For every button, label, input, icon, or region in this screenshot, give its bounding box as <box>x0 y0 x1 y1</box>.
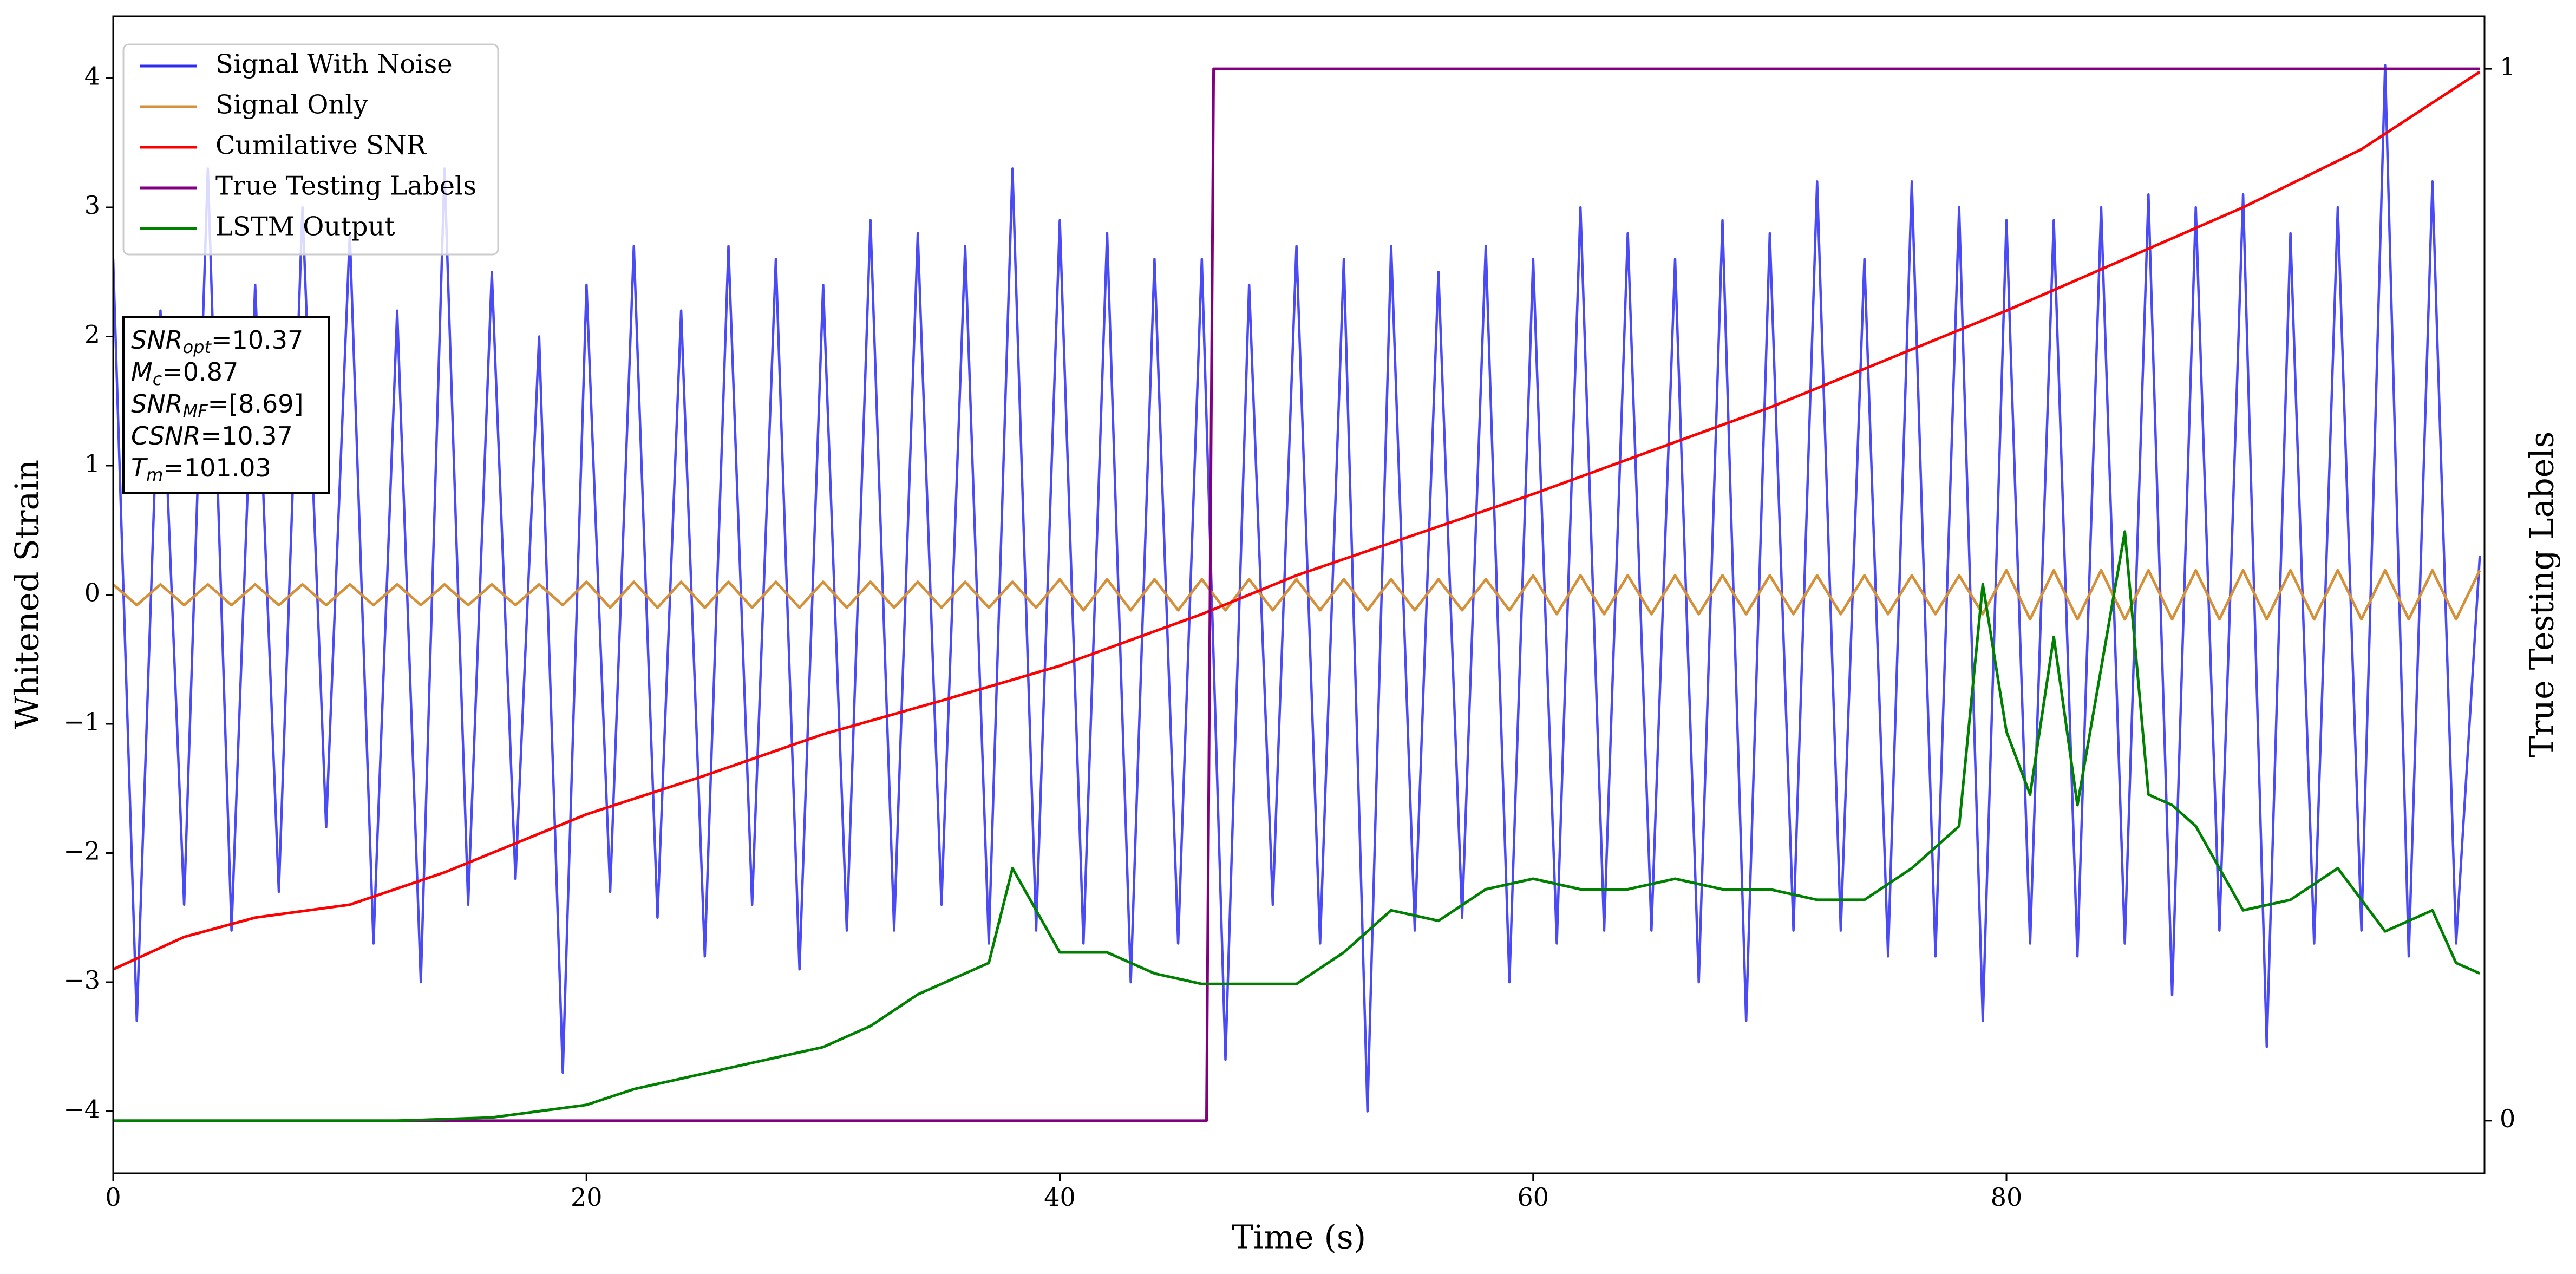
annotation-line: SNRMF=[8.69] <box>131 389 303 422</box>
annotation-sub: MF <box>183 401 208 421</box>
legend-label: Signal With Noise <box>215 49 453 80</box>
series-line <box>113 569 2481 621</box>
series-line <box>113 67 2480 1122</box>
annotation-sub: c <box>153 369 162 389</box>
y-tick-label: 0 <box>84 578 100 607</box>
y2-tick-label: 1 <box>2500 52 2515 81</box>
annotation-sub: opt <box>183 337 212 357</box>
legend-label: Cumilative SNR <box>215 130 427 161</box>
legend-box <box>122 43 499 256</box>
x-tick-label: 0 <box>105 1182 121 1212</box>
annotation-name: SNR <box>131 389 183 419</box>
legend-label: True Testing Labels <box>215 171 476 201</box>
y-tick-label: 4 <box>84 61 100 90</box>
annotation-text: =10.37 <box>211 325 303 355</box>
plot-area <box>113 64 2481 1122</box>
y2-axis-label: True Testing Labels <box>2523 432 2561 758</box>
y-tick-label: −4 <box>63 1095 100 1124</box>
y-tick-label: −1 <box>63 707 100 736</box>
annotation-text: =[8.69] <box>208 389 304 419</box>
annotation-line: Mc=0.87 <box>131 357 238 390</box>
annotation-line: SNRopt=10.37 <box>131 325 303 358</box>
y-tick-label: 3 <box>84 191 100 220</box>
annotation: SNRopt=10.37Mc=0.87SNRMF=[8.69]CSNR=10.3… <box>122 316 330 494</box>
x-tick-label: 20 <box>571 1182 603 1212</box>
y2-tick-label: 0 <box>2500 1104 2515 1133</box>
annotation-name: SNR <box>131 325 183 355</box>
series-line <box>113 530 2481 1122</box>
y-tick-label: −2 <box>63 837 100 866</box>
x-tick-label: 60 <box>1517 1182 1549 1212</box>
annotation-name: T <box>131 453 148 482</box>
y-tick-label: 2 <box>84 319 100 349</box>
annotation-name: M <box>131 357 153 387</box>
legend-label: LSTM Output <box>215 212 395 242</box>
y-axis-label: Whitened Strain <box>9 460 47 729</box>
legend-label: Signal Only <box>215 90 368 120</box>
plot-frame <box>112 15 2486 1174</box>
annotation-text: =0.87 <box>162 357 238 387</box>
annotation-line: CSNR=10.37 <box>131 421 293 450</box>
annotation-line: Tm=101.03 <box>131 453 271 486</box>
annotation-sub: m <box>146 465 163 485</box>
annotation-text: =101.03 <box>163 453 271 482</box>
x-tick-label: 40 <box>1044 1182 1076 1212</box>
legend: Signal With Noise Signal Only Cumilative S… <box>122 43 499 256</box>
y-tick-label: −3 <box>63 965 100 995</box>
series-line <box>113 70 2481 971</box>
series-line <box>113 64 2481 1113</box>
annotation-name: CSNR <box>131 421 201 450</box>
y-tick-label: 1 <box>84 449 100 478</box>
x-tick-label: 80 <box>1991 1182 2023 1212</box>
annotation-box <box>122 316 330 494</box>
annotation-text: =10.37 <box>201 421 293 450</box>
x-axis-label: Time (s) <box>1232 1219 1366 1257</box>
